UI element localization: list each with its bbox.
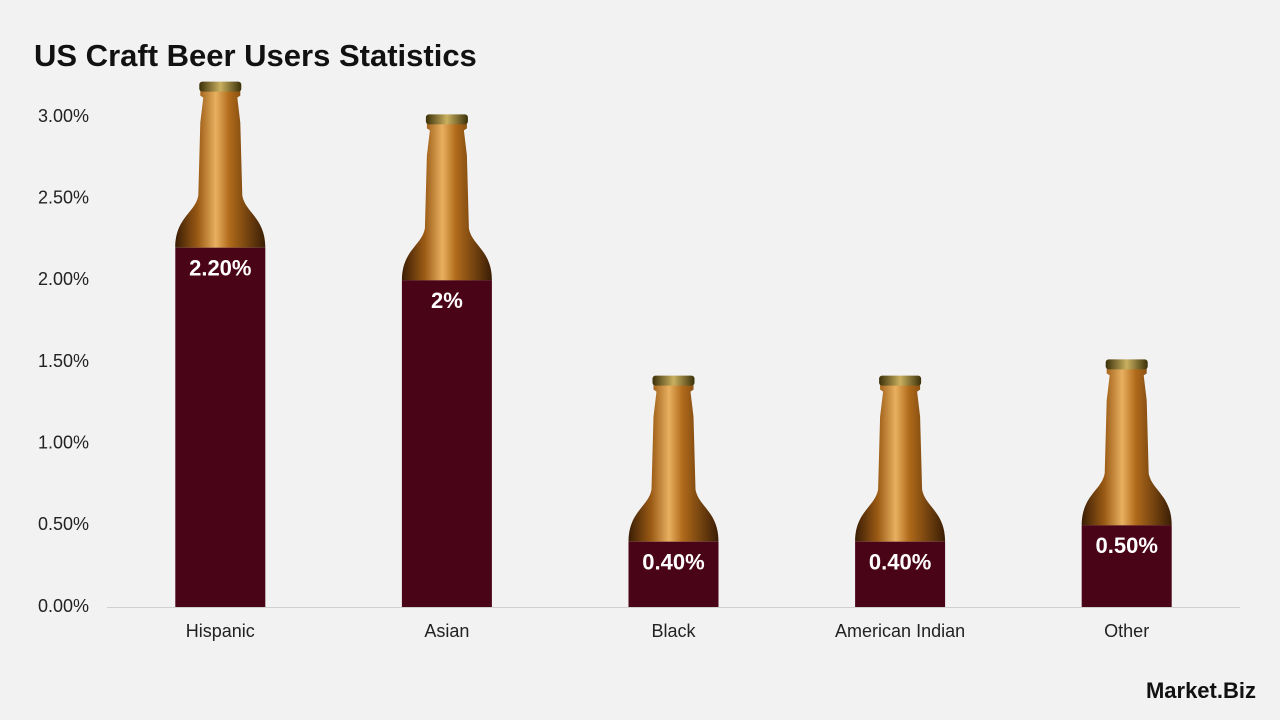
value-label: 0.50% [1096, 533, 1158, 558]
bar [855, 541, 946, 607]
y-tick-label: 1.00% [38, 432, 89, 452]
value-label: 0.40% [642, 549, 704, 574]
y-tick-label: 3.00% [38, 106, 89, 126]
y-tick-label: 1.50% [38, 351, 89, 371]
y-tick-label: 0.00% [38, 596, 89, 616]
bottle [175, 89, 266, 248]
bottle-cap [425, 114, 468, 125]
bottle-cap [199, 81, 242, 92]
watermark: Market.Biz [1146, 678, 1256, 703]
y-tick-label: 2.00% [38, 269, 89, 289]
bar [175, 247, 266, 607]
bottle-cap [879, 375, 922, 386]
bottle [628, 383, 719, 542]
x-tick-label: Other [1104, 621, 1149, 641]
bottle-cap [1105, 359, 1148, 370]
bottle [1081, 367, 1172, 526]
bottle [855, 383, 946, 542]
bar [401, 280, 492, 607]
value-label: 2.20% [189, 255, 251, 280]
value-label: 2% [431, 288, 463, 313]
y-tick-label: 0.50% [38, 514, 89, 534]
bottle [401, 122, 492, 281]
y-tick-label: 2.50% [38, 187, 89, 207]
x-tick-label: Black [651, 621, 696, 641]
x-tick-label: Hispanic [186, 621, 255, 641]
chart-title: US Craft Beer Users Statistics [34, 38, 477, 73]
value-label: 0.40% [869, 549, 931, 574]
x-tick-label: Asian [424, 621, 469, 641]
bar [1081, 525, 1172, 607]
bottle-cap [652, 375, 695, 386]
bar [628, 541, 719, 607]
x-tick-label: American Indian [835, 621, 965, 641]
